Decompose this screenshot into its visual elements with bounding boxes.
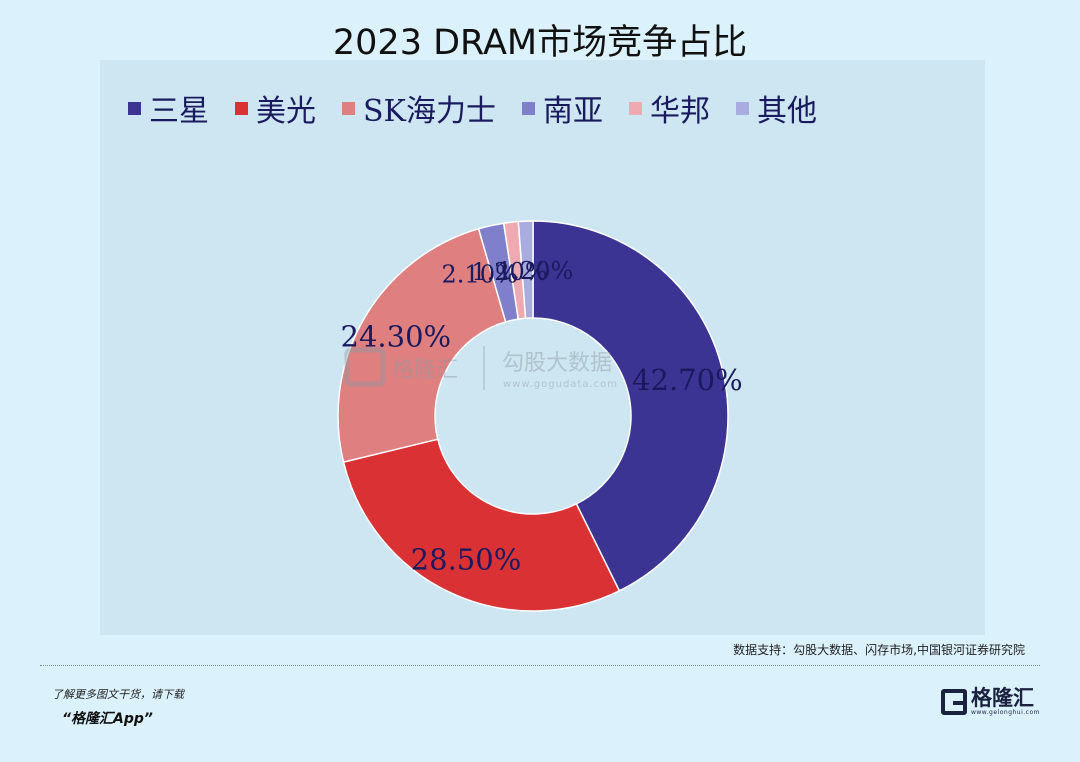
donut-slice [342,438,621,612]
donut-slice [517,220,534,320]
legend-swatch [128,101,141,115]
legend-label: 其他 [756,94,817,129]
watermark-brand: 格隆汇 [392,358,458,383]
legend-swatch [735,101,749,115]
legend-label: 华邦 [649,94,710,129]
legend-label: 三星 [149,94,209,129]
brand-mark-icon [940,689,967,715]
watermark-logo-icon [344,347,386,387]
slice-data-label: 42.70% [632,363,743,397]
footer-prompt: 了解更多图文干货，请下载 [52,688,184,701]
legend-item: SK海力士 [342,86,496,130]
divider [40,665,1040,666]
legend-swatch [342,101,355,115]
legend-item: 美光 [235,86,316,130]
legend-item: 其他 [735,86,817,130]
data-source: 数据支持：勾股大数据、闪存市场,中国银河证券研究院 [733,643,1025,657]
legend-swatch [628,101,642,115]
brand-logo[interactable]: 格隆汇 www.gelonghui.com [940,686,1040,716]
donut-slice [337,227,507,464]
chart-title: 2023 DRAM市场竞争占比 [332,23,748,63]
legend-swatch [235,101,248,115]
slice-data-label: 1.20% [471,258,547,286]
legend-item: 南亚 [521,86,603,130]
legend-label: 美光 [256,94,316,129]
watermark-partner: 勾股大数据 [502,351,612,376]
watermark-url: www.gogudata.com [503,379,618,390]
footer-app-name: “格隆汇App” [62,711,153,727]
donut-slice [532,220,729,592]
legend-item: 华邦 [628,86,710,130]
legend-label: 南亚 [542,94,603,129]
brand-name: 格隆汇 [970,686,1034,710]
legend-label: SK海力士 [363,94,496,129]
slice-data-label: 28.50% [411,543,522,577]
slice-data-label: 24.30% [341,320,452,354]
legend-item: 三星 [128,86,209,130]
slice-data-label: 2.10% [442,261,518,289]
brand-url: www.gelonghui.com [970,709,1040,716]
legend-swatch [521,101,535,115]
chart-legend: 三星 美光 SK海力士 南亚 华邦 其他 [128,86,843,130]
slice-data-label: 1.20% [497,257,573,285]
